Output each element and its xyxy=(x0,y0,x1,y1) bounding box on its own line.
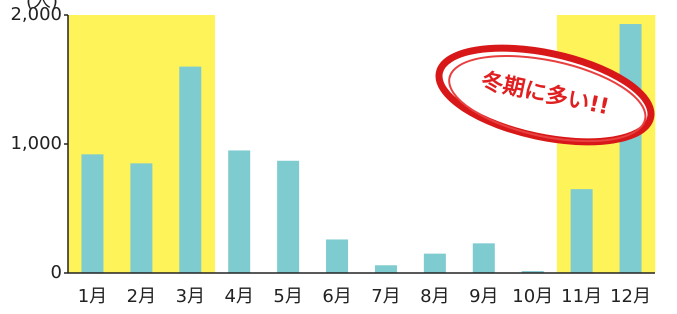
x-tick-label: 5月 xyxy=(273,286,302,307)
x-tick-label: 6月 xyxy=(322,286,351,307)
chart: (人) 01,0002,0001月2月3月4月5月6月7月8月9月10月11月1… xyxy=(0,0,677,314)
bar xyxy=(228,150,250,273)
x-tick-label: 11月 xyxy=(561,286,602,307)
bar xyxy=(473,243,495,273)
bar xyxy=(375,265,397,273)
bar xyxy=(326,239,348,273)
bar xyxy=(179,67,201,273)
bar xyxy=(571,189,593,273)
bar xyxy=(81,154,103,273)
bar xyxy=(424,254,446,273)
x-tick-label: 10月 xyxy=(512,286,553,307)
x-tick-label: 2月 xyxy=(127,286,156,307)
x-tick-label: 12月 xyxy=(610,286,651,307)
x-tick-label: 3月 xyxy=(176,286,205,307)
x-tick-label: 4月 xyxy=(224,286,253,307)
x-tick-label: 1月 xyxy=(78,286,107,307)
y-tick-label: 0 xyxy=(51,262,62,283)
y-tick-label: 2,000 xyxy=(10,4,62,25)
bar xyxy=(277,161,299,273)
bar xyxy=(130,163,152,273)
y-tick-label: 1,000 xyxy=(10,133,62,154)
x-tick-label: 8月 xyxy=(420,286,449,307)
bar xyxy=(620,24,642,273)
x-tick-label: 9月 xyxy=(469,286,498,307)
plot-area: 0 1,000 2,000 1月 2月 3月 4月 5月 6月 7月 8月 9月 10月 11月 12月 xyxy=(10,4,655,307)
x-tick-label: 7月 xyxy=(371,286,400,307)
